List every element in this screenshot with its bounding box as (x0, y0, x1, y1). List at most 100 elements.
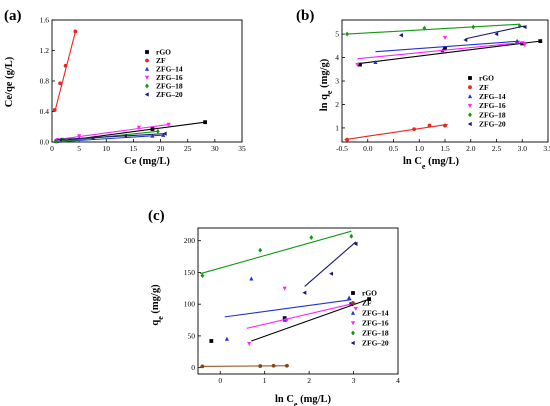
x-axis-title-c-unit: (mg/L) (297, 394, 331, 405)
fit-line-b-3 (357, 41, 525, 60)
panel-label-c: (c) (148, 208, 165, 224)
legend-item-b-4: ZFG–18 (468, 110, 506, 119)
y-axis-title-c-main: q (150, 320, 161, 326)
data-point-c-0 (209, 339, 214, 343)
legend-marker-a-2 (144, 66, 150, 71)
x-tick-label-a: 25 (184, 144, 192, 153)
x-tick-label-b: -0.5 (336, 144, 348, 153)
legend-label-b-3: ZFG–16 (479, 101, 506, 110)
y-axis-title-a: Ce/qe (g/L) (4, 56, 15, 107)
data-point-c-4 (200, 273, 205, 279)
y-tick-label-c: 100 (184, 300, 196, 309)
legend-label-a-1: ZF (156, 56, 166, 65)
x-tick-label-b: 2.0 (466, 144, 476, 153)
x-tick-label-c: 2 (307, 376, 311, 385)
y-tick-label-b: 4 (335, 53, 339, 62)
data-point-b-0 (520, 41, 525, 46)
data-point-a-4 (54, 138, 59, 144)
data-point-c-5 (353, 241, 358, 246)
data-point-c-1 (284, 363, 289, 368)
legend-label-c-3: ZFG–16 (362, 319, 389, 328)
data-point-a-1 (73, 29, 78, 34)
data-point-a-2 (161, 132, 166, 137)
y-axis-title-b-main: ln q (319, 94, 330, 111)
legend-item-c-2: ZFG–14 (350, 309, 389, 318)
y-tick-label-b: 5 (335, 30, 339, 39)
data-point-a-1 (52, 108, 57, 112)
data-point-c-3 (284, 318, 289, 323)
legend-marker-a-5 (144, 92, 149, 97)
x-tick-label-c: 1 (263, 376, 267, 385)
data-point-c-1 (200, 364, 205, 369)
legend-label-b-0: rGO (479, 74, 494, 83)
legend-marker-a-4 (145, 83, 149, 89)
data-point-c-4 (309, 235, 314, 240)
data-point-b-3 (355, 62, 360, 67)
data-point-c-4 (258, 247, 263, 253)
series-c-1 (200, 363, 290, 369)
legend-item-a-5: ZFG–20 (144, 90, 183, 99)
x-tick-label-b: 3.5 (543, 144, 550, 153)
x-tick-label-b: 3.0 (518, 144, 528, 153)
x-tick-label-b: 0.0 (363, 144, 373, 153)
x-tick-label-c: 3 (352, 376, 356, 385)
y-axis-title-b: ln qe (mg/g) (319, 58, 334, 111)
legend-label-a-0: rGO (156, 48, 171, 57)
y-tick-label-b: 2 (335, 100, 339, 109)
y-axis-title-c-unit: (mg/g) (150, 284, 161, 316)
fit-line-c-3 (246, 302, 356, 329)
data-point-c-5 (302, 290, 307, 295)
data-point-a-3 (166, 122, 171, 127)
series-c-0 (209, 297, 372, 343)
legend-label-a-4: ZFG–18 (156, 82, 183, 91)
legend-item-a-2: ZFG–14 (144, 65, 183, 74)
data-point-a-5 (162, 131, 167, 136)
data-point-a-4 (155, 128, 160, 134)
data-point-c-1 (271, 363, 276, 368)
legend-label-c-2: ZFG–14 (362, 309, 389, 318)
legend-item-a-0: rGO (145, 48, 171, 57)
x-axis-title-c: ln Ce (mg/L) (275, 394, 332, 406)
legend-label-b-5: ZFG–20 (479, 120, 506, 129)
x-axis-title-b-sub: e (422, 162, 426, 171)
legend-item-c-0: rGO (351, 289, 377, 298)
data-point-b-0 (443, 46, 447, 51)
data-point-c-1 (258, 364, 263, 368)
y-tick-label-c: 150 (184, 268, 196, 277)
panel-c: (c) ln Ce (mg/L) qe (mg/g) 0 1 2 3 405010015… (148, 208, 400, 406)
y-tick-label-a: 0.8 (40, 77, 50, 86)
legend-marker-c-5 (350, 340, 355, 346)
legend-item-b-2: ZFG–14 (467, 92, 506, 101)
legend-marker-a-3 (144, 75, 150, 80)
legend-label-c-1: ZF (362, 299, 372, 308)
fit-line-b-2 (375, 40, 520, 53)
x-axis-title-b-unit: (mg/L) (425, 156, 459, 167)
data-point-b-1 (443, 123, 447, 128)
data-point-c-2 (249, 276, 254, 281)
series-c-3 (246, 286, 358, 346)
fit-line-b-4 (347, 23, 520, 35)
data-point-a-0 (150, 127, 155, 131)
data-point-c-3 (247, 341, 252, 346)
legend-label-b-1: ZF (479, 83, 489, 92)
fit-line-a-1 (54, 29, 77, 111)
legend-marker-c-2 (350, 310, 356, 315)
legend-marker-c-3 (350, 321, 356, 326)
series-b-4 (345, 23, 522, 37)
y-axis-title-b-unit: (mg/g) (319, 58, 330, 90)
series-b-2 (373, 38, 520, 64)
y-tick-label-b: 1 (335, 123, 339, 132)
x-tick-label-a: 20 (157, 144, 165, 153)
panel-label-b: (b) (296, 8, 314, 24)
x-tick-label-c: 4 (396, 376, 400, 385)
data-point-a-1 (63, 63, 68, 68)
legend-item-a-4: ZFG–18 (145, 82, 183, 91)
y-tick-label-a: 1.6 (40, 16, 50, 25)
x-axis-title-b: ln Ce (mg/L) (403, 156, 460, 171)
data-point-b-4 (345, 31, 350, 37)
legend-label-a-3: ZFG–16 (156, 73, 183, 82)
y-tick-label-c: 0 (191, 363, 195, 372)
data-point-c-4 (349, 233, 354, 239)
data-point-a-2 (150, 133, 155, 138)
legend-label-c-5: ZFG–20 (362, 339, 389, 348)
